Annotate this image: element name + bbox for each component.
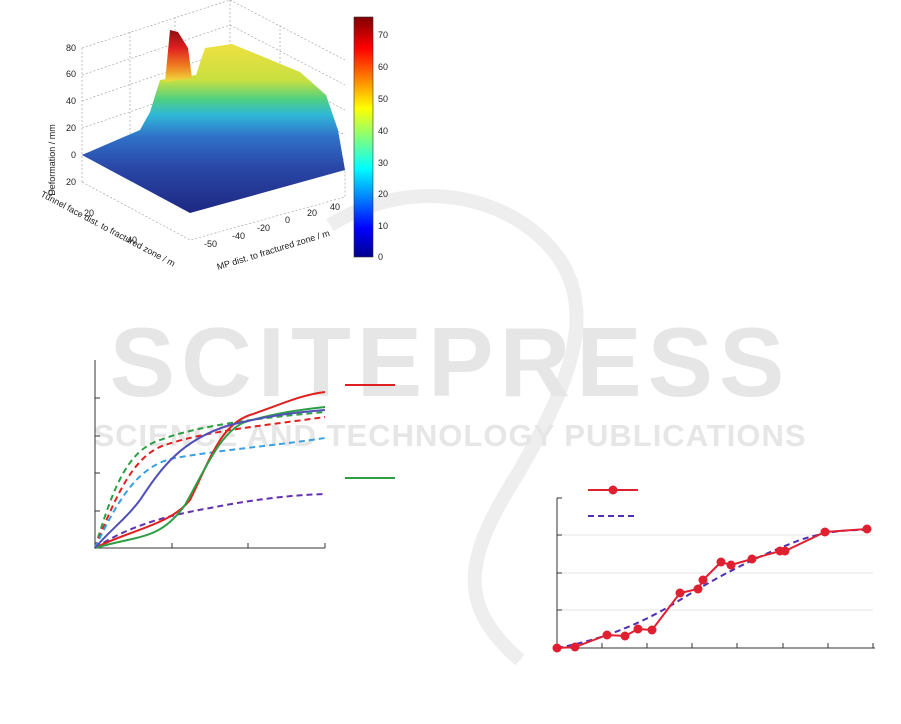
fit-curve [556,529,868,649]
x-tick-label: 0 [48,188,53,198]
x-tick-label: 20 [84,208,94,218]
x-tick-label: 40 [127,235,137,245]
colorbar-tick-label: 30 [378,158,388,168]
measured-point [602,630,612,640]
curve [94,409,326,549]
curve [94,416,326,549]
figure-curves [94,360,395,549]
curve [94,406,326,549]
colorbar-tick-label: 20 [378,189,388,199]
measured-point [716,557,726,567]
measured-point [552,643,562,653]
y-tick-label: -20 [257,223,270,233]
curve [94,493,326,549]
measured-point [698,575,708,585]
figure-measured [552,485,875,653]
colorbar [353,16,374,258]
z-tick-label: 20 [66,123,76,133]
surface-peak [165,30,192,82]
z-tick-label: 0 [71,150,76,160]
colorbar-tick-label: 60 [378,62,388,72]
colorbar-tick-label: 50 [378,94,388,104]
legend-marker [608,485,618,495]
watermark-subtitle: SCIENCE AND TECHNOLOGY PUBLICATIONS [93,418,806,453]
colorbar-tick-label: 0 [378,252,383,262]
measured-point [633,624,643,634]
measured-point [747,554,757,564]
figure-3d: 80 60 40 20 0 20 Deformation / mm 0 20 4… [39,0,388,272]
grid-lines [557,534,873,611]
measured-point [693,584,703,594]
measured-points [552,524,872,653]
colorbar-tick-label: 10 [378,221,388,231]
measured-line [556,528,868,649]
watermark-swoosh [326,189,584,666]
measured-point [647,625,657,635]
y-tick-label: -50 [204,239,217,249]
colorbar-tick-label: 40 [378,126,388,136]
z-tick-label: 20 [66,177,76,187]
x-axis-label: Tunnel face dist. to fractured zone / m [39,189,177,269]
y-tick-label: 40 [330,202,340,212]
measured-point [570,642,580,652]
measured-point [780,546,790,556]
measured-point [620,631,630,641]
measured-point [862,524,872,534]
measured-point [675,588,685,598]
watermark-title: SCITEPRESS [110,307,791,417]
surface [82,44,345,213]
watermark: SCITEPRESS SCIENCE AND TECHNOLOGY PUBLIC… [93,189,806,666]
measured-point [726,560,736,570]
z-axis-label: Deformation / mm [47,124,57,196]
y-tick-label: 0 [285,215,290,225]
y-tick-label: 20 [307,208,317,218]
box-edge [81,170,346,241]
z-tick-label: 40 [66,96,76,106]
z-tick-label: 80 [66,43,76,53]
colorbar-tick-label: 70 [378,30,388,40]
z-tick-label: 60 [66,69,76,79]
measured-point [820,527,830,537]
y-tick-label: -40 [232,231,245,241]
curve [94,437,326,549]
